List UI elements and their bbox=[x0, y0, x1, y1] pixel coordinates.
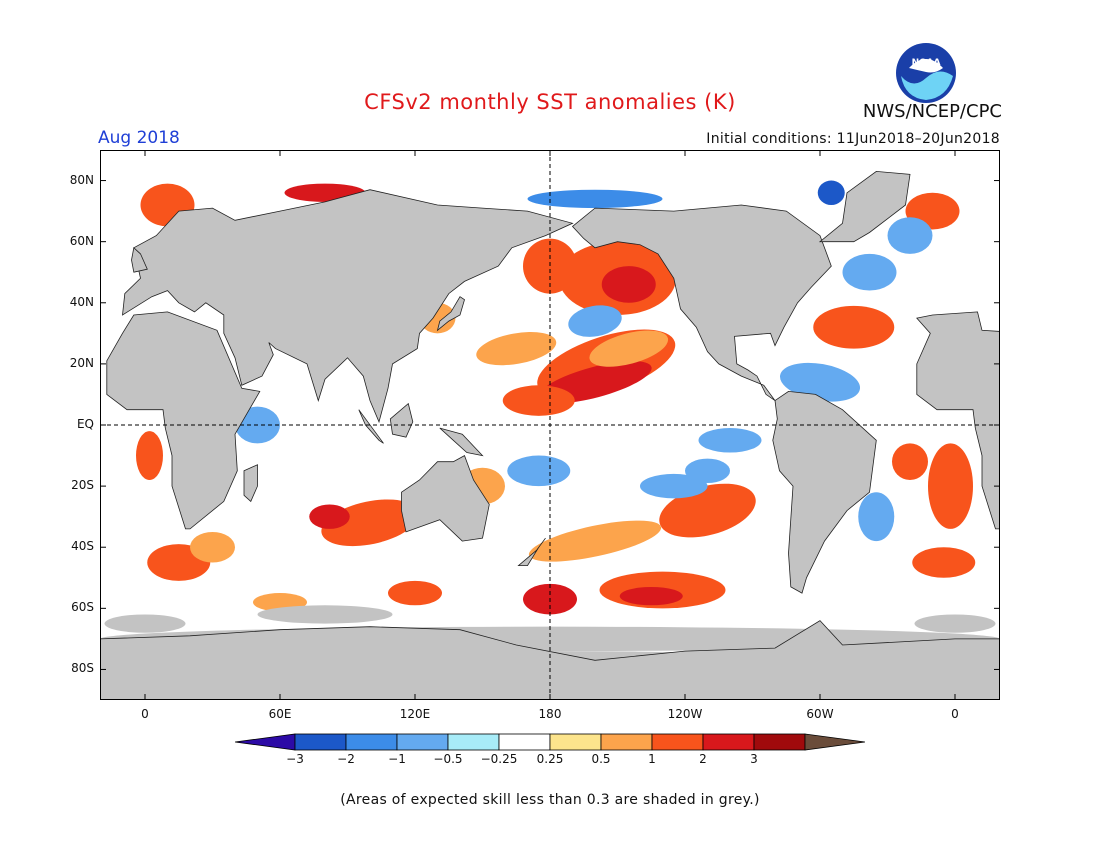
chart-title: CFSv2 monthly SST anomalies (K) bbox=[364, 90, 736, 114]
colorbar-label: 0.25 bbox=[536, 752, 564, 766]
anomaly-patch bbox=[190, 531, 235, 563]
colorbar-bin bbox=[498, 733, 551, 751]
anomaly-patch bbox=[928, 443, 973, 529]
lon-label: 60W bbox=[806, 707, 834, 721]
anomaly-patch bbox=[842, 253, 897, 291]
colorbar-label: −0.25 bbox=[480, 752, 518, 766]
anomaly-patch bbox=[527, 189, 663, 209]
noaa-logo: NOAA bbox=[896, 43, 956, 103]
colorbar-extend-low bbox=[235, 733, 296, 751]
anomaly-patch bbox=[136, 431, 163, 480]
colorbar-bin bbox=[651, 733, 704, 751]
colorbar-bin bbox=[294, 733, 347, 751]
anomaly-patch bbox=[528, 520, 662, 562]
land-nz bbox=[517, 537, 546, 566]
colorbar-label: 3 bbox=[750, 752, 758, 766]
anomaly-patch bbox=[502, 385, 575, 416]
colorbar-bin bbox=[549, 733, 602, 751]
lat-label: 20S bbox=[71, 478, 94, 493]
colorbar-label: 2 bbox=[699, 752, 707, 766]
lat-label: EQ bbox=[76, 417, 94, 431]
colorbar-bin bbox=[753, 733, 806, 751]
anomaly-patch bbox=[779, 362, 861, 402]
sst-anomaly-map bbox=[100, 150, 1000, 700]
lat-label: 40S bbox=[71, 539, 94, 554]
colorbar-bin bbox=[345, 733, 398, 751]
noaa-logo-text: NOAA bbox=[912, 58, 941, 68]
land-masses bbox=[100, 170, 1000, 700]
anomaly-patch bbox=[589, 330, 669, 367]
land-north-america bbox=[571, 204, 832, 401]
low-skill-area bbox=[104, 614, 186, 633]
colorbar bbox=[235, 733, 865, 751]
land-uk bbox=[131, 247, 148, 273]
anomaly-patch bbox=[640, 473, 708, 499]
colorbar-label: 1 bbox=[648, 752, 656, 766]
lon-label: 0 bbox=[951, 707, 959, 721]
lon-label: 120E bbox=[399, 707, 431, 721]
colorbar-label: −3 bbox=[286, 752, 304, 766]
anomaly-patch bbox=[817, 180, 845, 205]
anomaly-patch bbox=[887, 217, 933, 254]
colorbar-bin bbox=[600, 733, 653, 751]
colorbar-label: −1 bbox=[388, 752, 406, 766]
map-ticks bbox=[100, 150, 1000, 700]
initial-conditions: Initial conditions: 11Jun2018–20Jun2018 bbox=[706, 131, 1000, 147]
colorbar-label: −2 bbox=[337, 752, 355, 766]
anomaly-patch bbox=[568, 305, 622, 337]
low-skill-area bbox=[914, 614, 996, 633]
land-greenland bbox=[818, 170, 911, 243]
anomaly-patch bbox=[309, 504, 350, 529]
anomaly-patch bbox=[698, 428, 762, 453]
colorbar-bin bbox=[396, 733, 449, 751]
land-madagascar bbox=[243, 464, 258, 503]
land-antarctica bbox=[100, 620, 1000, 700]
colorbar-extend-high bbox=[804, 733, 865, 751]
lat-label: 60N bbox=[69, 233, 94, 248]
land-africa-west bbox=[106, 311, 261, 530]
land-new-guinea bbox=[439, 427, 484, 457]
forecast-month: Aug 2018 bbox=[98, 128, 180, 148]
lat-label: 20N bbox=[69, 355, 94, 370]
anomaly-patch bbox=[507, 455, 571, 487]
anomaly-patch bbox=[685, 458, 730, 484]
anomaly-patch bbox=[813, 305, 895, 349]
lat-label: 80S bbox=[71, 661, 94, 676]
lat-label: 40N bbox=[69, 294, 94, 309]
land-south-america bbox=[772, 390, 877, 594]
lon-label: 0 bbox=[141, 707, 149, 721]
noaa-logo-wave bbox=[901, 71, 953, 100]
land-japan bbox=[436, 296, 465, 332]
anomaly-patch bbox=[858, 492, 895, 542]
anomaly-patch bbox=[912, 547, 976, 578]
anomaly-patch bbox=[388, 580, 442, 606]
lat-label: 60S bbox=[71, 600, 94, 615]
colorbar-bin bbox=[702, 733, 755, 751]
land-australia bbox=[401, 455, 490, 542]
reference-lines bbox=[100, 150, 1000, 700]
lon-label: 60E bbox=[268, 707, 292, 721]
anomaly-patch bbox=[523, 238, 577, 294]
land-eurasia bbox=[122, 189, 574, 424]
colorbar-label: 0.5 bbox=[591, 752, 611, 766]
lon-label: 120W bbox=[667, 707, 703, 721]
anomaly-patch bbox=[601, 266, 656, 303]
low-skill-area bbox=[257, 605, 393, 624]
anomaly-patch bbox=[619, 586, 683, 606]
colorbar-label: −0.5 bbox=[433, 752, 463, 766]
anomaly-patch bbox=[476, 332, 557, 366]
land-sumatra bbox=[358, 409, 384, 444]
organization-label: NWS/NCEP/CPC bbox=[862, 101, 1002, 122]
lat-label: 80N bbox=[69, 172, 94, 187]
skill-footnote: (Areas of expected skill less than 0.3 a… bbox=[340, 792, 760, 808]
land-africa bbox=[916, 311, 1000, 530]
colorbar-bin bbox=[447, 733, 500, 751]
lon-label: 180 bbox=[538, 707, 562, 721]
land-borneo bbox=[389, 402, 414, 438]
anomaly-patch bbox=[892, 443, 928, 480]
noaa-logo-gull bbox=[909, 59, 943, 73]
